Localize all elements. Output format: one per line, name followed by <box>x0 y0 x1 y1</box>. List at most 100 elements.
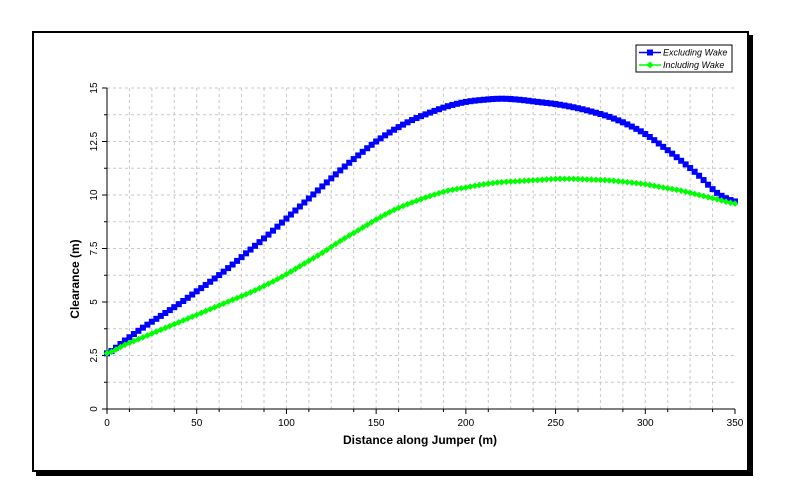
data-point <box>714 189 721 196</box>
data-point <box>189 291 196 298</box>
data-point <box>292 207 299 214</box>
data-point <box>709 186 716 193</box>
data-point <box>274 223 281 230</box>
data-point <box>350 229 358 237</box>
data-point <box>682 188 689 196</box>
x-tick-label: 250 <box>547 418 564 429</box>
data-point <box>449 101 456 108</box>
data-point <box>673 154 680 161</box>
data-point <box>525 177 532 184</box>
data-point <box>502 178 510 186</box>
data-point <box>664 184 672 192</box>
data-point <box>597 176 604 184</box>
data-point <box>547 175 555 183</box>
data-point <box>225 265 232 272</box>
data-point <box>520 177 528 185</box>
data-point <box>171 304 178 311</box>
data-point <box>548 100 555 107</box>
data-point <box>646 181 654 189</box>
data-point <box>673 186 680 194</box>
data-point <box>628 179 636 186</box>
data-point <box>480 181 488 188</box>
data-point <box>233 294 241 302</box>
chart-frame: 0 50 100 150 200 250 300 350 0 2.5 5 7.5 10 12.5 15 D… <box>32 31 749 472</box>
data-point <box>404 119 411 126</box>
data-point <box>382 132 389 139</box>
data-point <box>601 112 608 119</box>
y-tick-label: 5 <box>89 299 100 305</box>
data-point <box>660 143 667 150</box>
data-point <box>516 96 523 103</box>
data-point <box>215 302 223 309</box>
y-tick-label: 0 <box>89 406 100 412</box>
data-point <box>668 185 676 193</box>
data-point <box>695 191 703 199</box>
data-point <box>538 176 546 184</box>
data-point <box>484 180 492 187</box>
data-point <box>458 99 465 106</box>
data-point <box>283 270 290 278</box>
y-tick-label: 7.5 <box>89 241 100 255</box>
data-point <box>435 189 443 197</box>
data-point <box>256 284 263 292</box>
data-point <box>363 221 371 229</box>
data-point <box>135 335 142 343</box>
data-point <box>574 175 582 183</box>
data-point <box>337 167 344 174</box>
legend-label-including-wake: Including Wake <box>663 60 724 70</box>
data-point <box>108 348 115 356</box>
data-point <box>399 202 407 210</box>
data-point <box>731 200 739 207</box>
data-point <box>529 176 537 184</box>
data-point <box>700 192 707 200</box>
data-point <box>597 111 604 118</box>
data-point <box>202 307 209 315</box>
data-point <box>633 125 640 132</box>
data-point <box>359 148 366 155</box>
data-point <box>170 320 178 328</box>
data-point <box>372 216 380 223</box>
data-point <box>462 184 470 191</box>
data-point <box>435 106 442 113</box>
data-point <box>359 224 366 231</box>
data-point <box>238 254 245 261</box>
data-point <box>655 140 662 147</box>
data-point <box>211 275 218 282</box>
data-point <box>153 328 160 335</box>
x-axis-ticks: 0 50 100 150 200 250 300 350 <box>104 409 744 429</box>
data-point <box>242 291 250 298</box>
data-point <box>301 199 308 206</box>
data-point <box>525 97 532 104</box>
data-point <box>157 326 165 334</box>
data-point <box>422 194 429 201</box>
y-axis-ticks: 0 2.5 5 7.5 10 12.5 15 <box>89 82 107 412</box>
data-point <box>413 197 420 205</box>
data-point <box>592 109 599 116</box>
data-point <box>686 189 694 197</box>
clearance-chart: 0 50 100 150 200 250 300 350 0 2.5 5 7.5 10 12.5 15 D… <box>68 44 744 447</box>
data-point <box>615 177 622 185</box>
data-point <box>700 177 707 184</box>
data-point <box>144 321 151 328</box>
data-point <box>112 346 120 353</box>
data-point <box>386 208 393 216</box>
data-point <box>332 171 339 178</box>
data-point <box>669 150 676 157</box>
data-point <box>705 181 712 188</box>
data-point <box>677 187 685 195</box>
data-point <box>723 195 730 202</box>
data-point <box>162 324 169 332</box>
data-point <box>296 203 303 210</box>
data-point <box>539 99 546 106</box>
data-point <box>444 187 452 195</box>
x-tick-label: 350 <box>727 418 744 429</box>
data-point <box>252 242 259 249</box>
data-point <box>637 128 644 135</box>
data-point <box>651 137 658 144</box>
data-point <box>319 249 326 257</box>
series-including-wake <box>103 175 739 357</box>
data-point <box>206 305 214 313</box>
data-point <box>139 324 146 331</box>
data-point <box>718 197 725 204</box>
data-point <box>534 98 541 105</box>
